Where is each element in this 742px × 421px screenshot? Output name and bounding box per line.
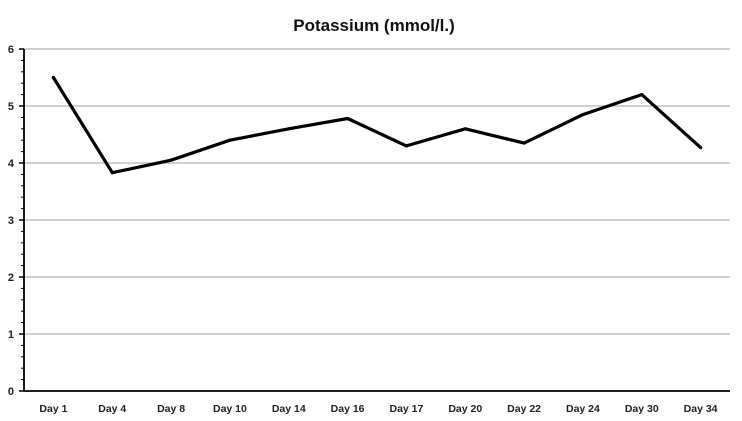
x-tick-label-0: Day 1 [39, 403, 67, 415]
data-point-6 [404, 144, 409, 148]
y-tick-label-6: 6 [8, 44, 14, 56]
data-point-10 [640, 93, 644, 97]
data-point-8 [522, 141, 526, 145]
x-axis-ticks: Day 1 Day 4 Day 8 Day 10 Day 14 Day 16 Day 17 D… [39, 403, 717, 415]
data-point-1 [110, 171, 114, 175]
x-tick-label-2: Day 8 [157, 403, 185, 415]
data-point-7 [463, 127, 467, 131]
x-tick-label-3: Day 10 [213, 403, 247, 415]
y-tick-label-1: 1 [8, 329, 14, 341]
y-tick-label-5: 5 [8, 101, 14, 113]
y-tick-label-4: 4 [8, 158, 15, 170]
x-tick-label-11: Day 34 [684, 403, 718, 415]
data-point-5 [345, 116, 350, 121]
y-axis-ticks: 0 1 2 3 4 5 6 [8, 44, 24, 398]
chart-title: Potassium (mmol/l.) [293, 16, 455, 35]
y-tick-label-2: 2 [8, 272, 14, 284]
gridlines [24, 48, 730, 335]
y-tick-label-0: 0 [8, 386, 14, 398]
data-point-2 [169, 158, 173, 162]
data-point-9 [581, 112, 585, 117]
series [51, 75, 703, 175]
x-tick-label-7: Day 20 [448, 403, 482, 415]
x-tick-label-6: Day 17 [389, 403, 423, 415]
x-tick-label-4: Day 14 [272, 403, 306, 415]
data-point-11 [698, 146, 703, 150]
series-line-0 [51, 75, 703, 175]
x-tick-label-1: Day 4 [98, 403, 126, 415]
x-tick-label-10: Day 30 [625, 403, 659, 415]
x-tick-label-8: Day 22 [507, 403, 541, 415]
data-point-0 [51, 75, 56, 80]
data-point-3 [228, 138, 232, 142]
data-point-4 [287, 127, 291, 131]
x-tick-label-9: Day 24 [566, 403, 600, 415]
x-tick-label-5: Day 16 [331, 403, 365, 415]
y-tick-label-3: 3 [8, 215, 14, 227]
